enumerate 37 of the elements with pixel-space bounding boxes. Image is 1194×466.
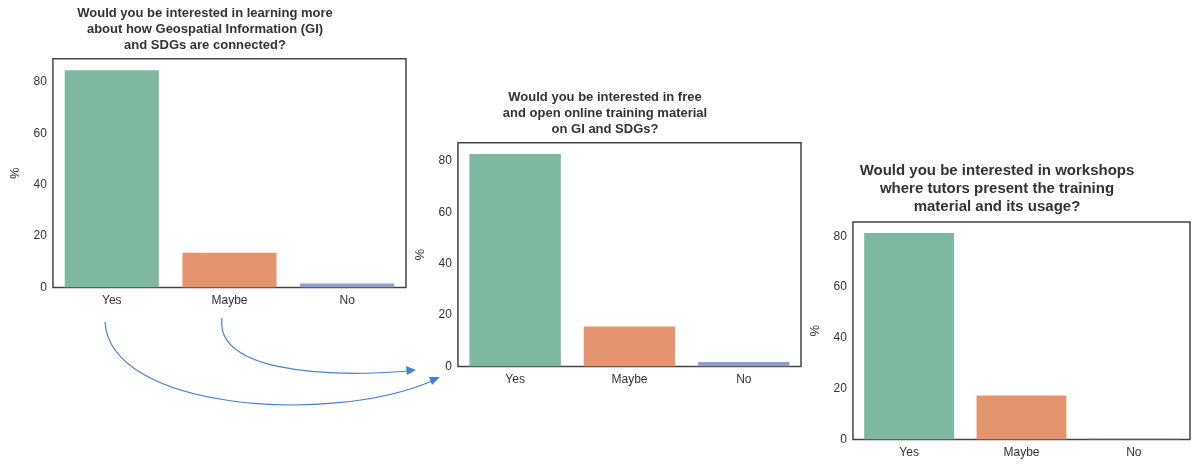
y-tick-label: 80 — [438, 153, 453, 168]
y-axis-title: % — [807, 324, 823, 337]
bar — [976, 395, 1067, 440]
x-tick-label: Maybe — [1003, 445, 1040, 460]
y-tick-label: 0 — [40, 279, 48, 294]
bar — [64, 70, 159, 288]
y-tick-label: 20 — [438, 307, 453, 322]
y-tick-label: 20 — [33, 228, 48, 243]
y-tick-label: 80 — [33, 74, 48, 89]
y-tick-label: 80 — [833, 228, 848, 243]
bar — [300, 283, 395, 288]
y-tick-label: 40 — [438, 256, 453, 271]
bar — [469, 154, 561, 367]
x-tick-label: Maybe — [611, 372, 648, 387]
y-axis-title: % — [412, 248, 428, 261]
x-tick-label: Yes — [505, 372, 525, 387]
y-tick-label: 0 — [840, 431, 848, 446]
chart-title: Would you be interested in workshops where tutors present the training material and its usage? — [859, 161, 1135, 215]
y-tick-label: 60 — [33, 125, 48, 140]
y-tick-label: 0 — [445, 358, 453, 373]
x-tick-label: Maybe — [211, 293, 248, 308]
chart-title: Would you be interested in learning more about how Geospatial Information (GI) and SDGs are connected? — [77, 5, 333, 52]
x-tick-label: No — [736, 372, 752, 387]
bar — [182, 252, 277, 288]
y-tick-label: 60 — [833, 279, 848, 294]
bar — [864, 232, 955, 440]
x-tick-label: No — [339, 293, 356, 308]
y-tick-label: 60 — [438, 204, 453, 219]
y-tick-label: 40 — [833, 330, 848, 345]
x-tick-label: No — [1126, 445, 1142, 460]
chart-title: Would you be interested in free and open online training material on GI and SDGs? — [502, 89, 708, 136]
x-tick-label: Yes — [899, 445, 919, 460]
bar — [583, 326, 676, 367]
y-tick-label: 40 — [33, 177, 48, 192]
y-axis-title: % — [7, 166, 23, 179]
x-tick-label: Yes — [102, 293, 122, 308]
y-tick-label: 20 — [833, 381, 848, 396]
